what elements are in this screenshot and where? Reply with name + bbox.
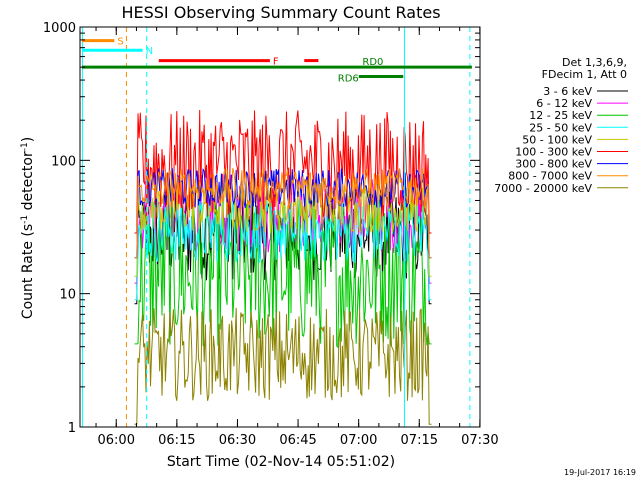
x-tick-label: 07:00 xyxy=(340,433,377,448)
flag-label-6: RD6 xyxy=(338,74,359,85)
y-axis-label-end: ) xyxy=(20,137,36,142)
x-tick-label: 06:00 xyxy=(98,433,135,448)
legend-label: 300 - 800 keV xyxy=(515,158,592,171)
flag-label-2: N xyxy=(146,46,153,57)
y-axis-label-sup2: -1 xyxy=(20,142,30,151)
flag-label-3: F xyxy=(273,57,279,68)
vertical-markers xyxy=(81,27,471,427)
x-tick-label: 07:30 xyxy=(461,433,498,448)
legend-label: 25 - 50 keV xyxy=(529,121,592,134)
y-tick-label: 1 xyxy=(68,421,76,436)
legend-label: 50 - 100 keV xyxy=(522,133,592,146)
y-tick-label: 10 xyxy=(59,288,76,303)
x-tick-label: 06:45 xyxy=(279,433,316,448)
series-trace-7 xyxy=(134,167,432,259)
y-axis-label-main: Count Rate (s xyxy=(20,224,36,319)
series-trace-5 xyxy=(134,180,432,277)
x-tick-label: 06:15 xyxy=(158,433,195,448)
series-trace-1 xyxy=(134,187,432,305)
y-axis-label-sup1: -1 xyxy=(20,215,30,224)
legend-label: 12 - 25 keV xyxy=(529,109,592,122)
series-layer xyxy=(134,109,432,425)
y-axis-label: Count Rate (s-1 detector-1) xyxy=(20,137,36,319)
y-tick-label: 100 xyxy=(51,154,76,169)
y-axis: 1 10 100 1000 xyxy=(43,21,480,436)
series-trace-4 xyxy=(134,196,432,301)
legend-label: 7000 - 20000 keV xyxy=(494,182,592,195)
series-trace-8 xyxy=(134,167,432,259)
x-tick-label: 07:15 xyxy=(401,433,438,448)
legend-label: 100 - 300 keV xyxy=(515,146,592,159)
series-trace-3 xyxy=(134,201,432,349)
flag-label-1: S xyxy=(117,37,123,48)
x-tick-label: 06:30 xyxy=(219,433,256,448)
date-stamp: 19-Jul-2017 16:19 xyxy=(564,468,636,477)
y-tick-label: 1000 xyxy=(43,21,76,36)
legend-label: 3 - 6 keV xyxy=(543,85,592,98)
y-axis-label-mid: detector xyxy=(20,151,36,215)
chart-title: HESSI Observing Summary Count Rates xyxy=(121,3,440,22)
flag-label-5: RD0 xyxy=(362,57,383,68)
legend-label: 800 - 7000 keV xyxy=(508,170,592,183)
legend-label: 6 - 12 keV xyxy=(536,97,592,110)
legend-header-line: FDecim 1, Att 0 xyxy=(542,68,627,81)
x-axis: 06:00 06:15 06:30 06:45 07:00 07:15 07:30 xyxy=(95,27,499,448)
x-axis-label: Start Time (02-Nov-14 05:51:02) xyxy=(167,454,395,470)
series-trace-9 xyxy=(134,307,432,425)
plot-frame xyxy=(79,26,481,428)
legend-header-line: Det 1,3,6,9, xyxy=(562,56,627,69)
